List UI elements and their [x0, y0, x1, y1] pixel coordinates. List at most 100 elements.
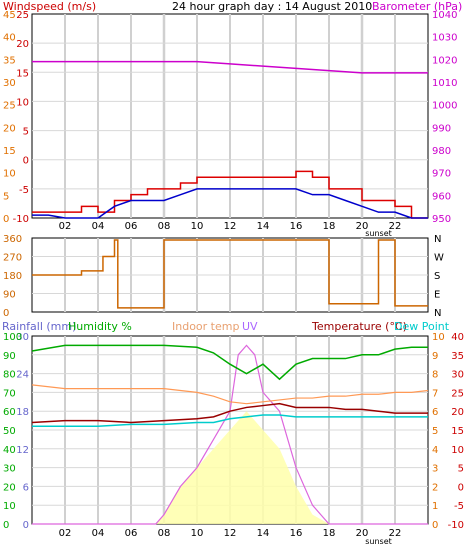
- y-tick-uv: 10: [432, 332, 445, 343]
- legend-temperature: Temperature (°C): [311, 320, 407, 333]
- y-tick-humidity: 80: [3, 370, 16, 381]
- y-tick-wind-secondary: 35: [3, 55, 16, 66]
- y-tick-wind-secondary: 15: [3, 146, 16, 157]
- y-tick-temperature: 10: [451, 445, 464, 456]
- y-tick-temperature: 25: [451, 388, 464, 399]
- series-windspeed-line: [32, 188, 428, 219]
- series-solar-area: [32, 411, 428, 524]
- series-dewpoint-line: [32, 414, 428, 427]
- y-tick-uv: 2: [432, 482, 438, 493]
- y-tick-barometer: 1040: [432, 10, 457, 21]
- x-tick: 16: [290, 221, 303, 232]
- y-tick-compass: E: [434, 290, 440, 301]
- y-tick-windspeed: 20: [16, 39, 29, 50]
- y-tick-wind-secondary: 45: [3, 10, 16, 21]
- y-tick-direction: 360: [3, 234, 22, 245]
- y-tick-wind-secondary: 10: [3, 169, 16, 180]
- legend-rainfall: Rainfall (mm): [2, 320, 76, 333]
- legend-humidity: Humidity %: [68, 320, 132, 333]
- y-tick-uv: 7: [432, 388, 438, 399]
- x-tick: 22: [389, 221, 402, 232]
- y-tick-rainfall: 6: [23, 482, 29, 493]
- y-tick-humidity: 0: [3, 520, 9, 531]
- y-tick-temperature: 40: [451, 332, 464, 343]
- y-axis-label-windspeed: Windspeed (m/s): [3, 0, 96, 13]
- series-temperature-line: [31, 402, 428, 424]
- x-tick: 10: [191, 221, 204, 232]
- y-tick-wind-secondary: 30: [3, 78, 16, 89]
- x-tick: 02: [59, 221, 72, 232]
- y-tick-barometer: 960: [432, 191, 451, 202]
- sunset-annotation: sunset: [365, 537, 392, 546]
- y-tick-barometer: 1010: [432, 78, 457, 89]
- y-tick-barometer: 990: [432, 123, 451, 134]
- y-tick-humidity: 20: [3, 482, 16, 493]
- y-tick-windspeed: -10: [13, 214, 29, 225]
- x-tick: 20: [356, 528, 369, 539]
- y-tick-barometer: 950: [432, 214, 451, 225]
- y-tick-compass: N: [434, 308, 441, 319]
- y-tick-uv: 5: [432, 426, 438, 437]
- y-tick-barometer: 1030: [432, 33, 457, 44]
- series-uv-line: [32, 344, 428, 525]
- y-tick-uv: 0: [432, 520, 438, 531]
- y-tick-windspeed: 15: [16, 68, 29, 79]
- y-tick-temperature: -5: [454, 501, 464, 512]
- x-tick: 18: [323, 221, 336, 232]
- series-barometer-line: [32, 60, 428, 74]
- x-tick: 04: [92, 221, 105, 232]
- y-tick-humidity: 40: [3, 445, 16, 456]
- x-tick: 12: [224, 528, 237, 539]
- y-tick-humidity: 100: [3, 332, 22, 343]
- y-axis-label-barometer: Barometer (hPa): [372, 0, 462, 13]
- y-tick-rainfall: 12: [16, 445, 29, 456]
- y-tick-wind-secondary: 0: [3, 214, 9, 225]
- y-tick-windspeed: 25: [16, 10, 29, 21]
- y-tick-humidity: 60: [3, 407, 16, 418]
- y-tick-rainfall: 0: [23, 520, 29, 531]
- x-tick: 02: [59, 528, 72, 539]
- y-tick-direction: 0: [3, 308, 9, 319]
- legend-uv: UV: [242, 320, 258, 333]
- y-tick-humidity: 50: [3, 426, 16, 437]
- x-tick: 22: [389, 528, 402, 539]
- x-tick: 08: [158, 221, 171, 232]
- y-tick-direction: 270: [3, 253, 22, 264]
- series-gust-line: [32, 170, 428, 219]
- y-tick-uv: 9: [432, 351, 438, 362]
- chart-title: 24 hour graph day : 14 August 2010: [172, 0, 372, 13]
- y-tick-barometer: 1020: [432, 55, 457, 66]
- y-tick-wind-secondary: 20: [3, 123, 16, 134]
- y-tick-wind-secondary: 40: [3, 33, 16, 44]
- x-tick: 14: [257, 528, 270, 539]
- y-tick-compass: S: [434, 271, 440, 282]
- y-tick-windspeed: -5: [19, 185, 29, 196]
- x-tick: 04: [92, 528, 105, 539]
- y-tick-direction: 180: [3, 271, 22, 282]
- legend-indoor-temp: Indoor temp: [172, 320, 239, 333]
- x-tick: 12: [224, 221, 237, 232]
- y-tick-humidity: 90: [3, 351, 16, 362]
- y-tick-humidity: 70: [3, 388, 16, 399]
- x-tick: 06: [125, 221, 138, 232]
- y-tick-windspeed: 0: [23, 156, 29, 167]
- sunset-annotation: sunset: [365, 229, 392, 238]
- y-tick-temperature: -10: [448, 520, 464, 531]
- y-tick-uv: 3: [432, 464, 438, 475]
- x-tick: 08: [158, 528, 171, 539]
- y-tick-uv: 8: [432, 370, 438, 381]
- y-tick-barometer: 980: [432, 146, 451, 157]
- y-tick-compass: N: [434, 234, 441, 245]
- series-humidity-line: [31, 344, 428, 381]
- y-tick-barometer: 970: [432, 169, 451, 180]
- y-tick-temperature: 0: [458, 482, 464, 493]
- y-tick-rainfall: 30: [16, 332, 29, 343]
- series-indoor-temp-line: [31, 384, 429, 405]
- y-tick-rainfall: 24: [16, 370, 29, 381]
- y-tick-wind-secondary: 25: [3, 101, 16, 112]
- x-tick: 14: [257, 221, 270, 232]
- y-tick-windspeed: 5: [23, 127, 29, 138]
- y-tick-temperature: 35: [451, 351, 464, 362]
